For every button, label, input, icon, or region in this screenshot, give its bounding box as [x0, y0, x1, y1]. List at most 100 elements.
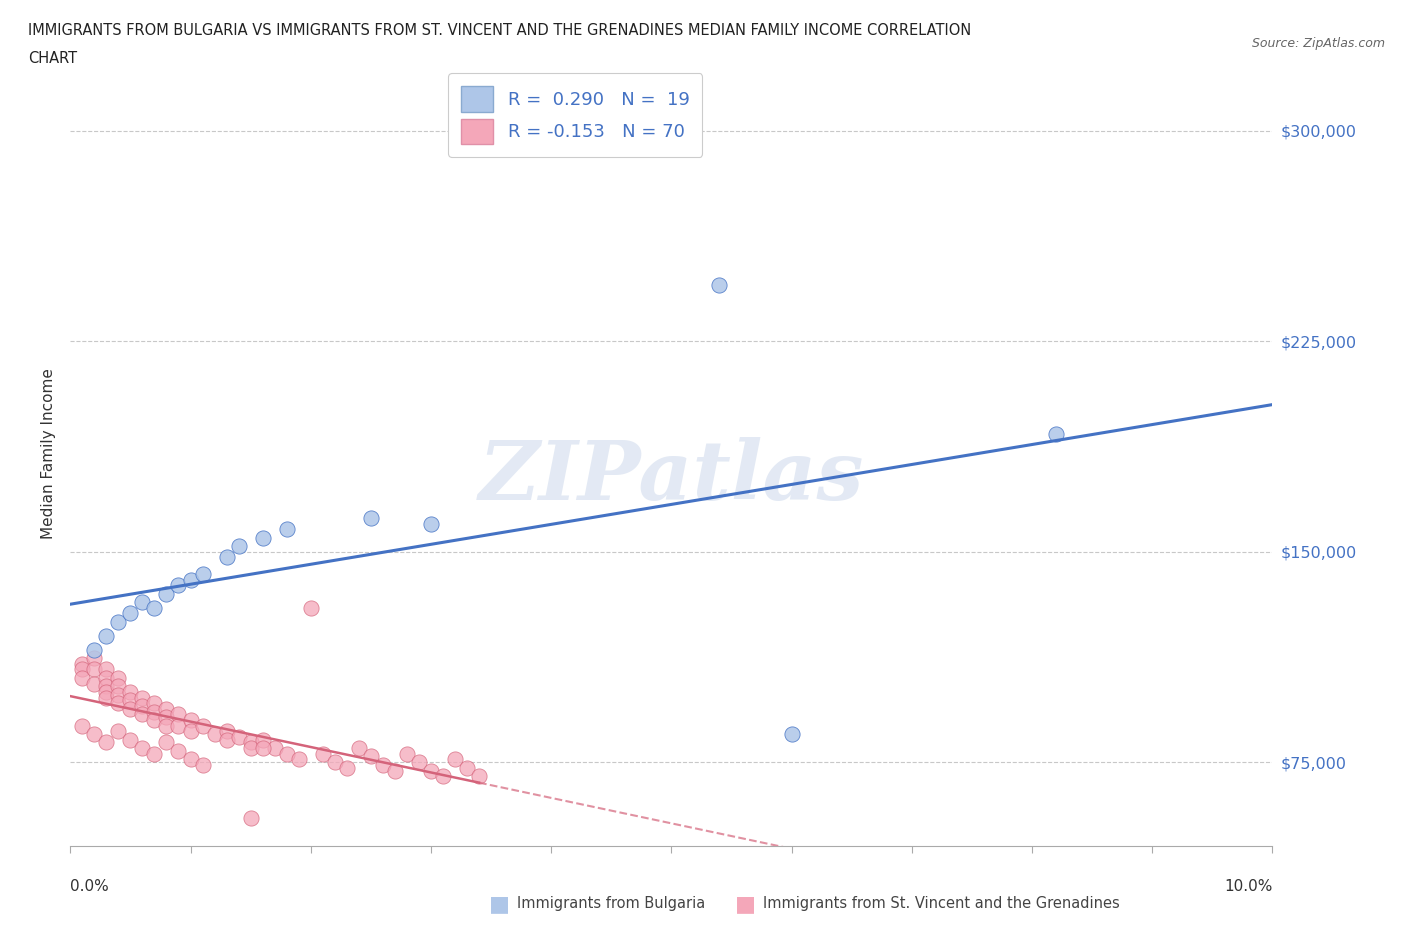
Point — [72, 718, 94, 733]
Point — [468, 769, 491, 784]
Point — [239, 740, 262, 755]
Point — [143, 712, 166, 727]
Point — [360, 511, 382, 525]
Point — [215, 724, 238, 738]
Point — [83, 662, 105, 677]
Point — [239, 735, 262, 750]
Point — [143, 704, 166, 719]
Point — [96, 684, 118, 699]
Point — [228, 538, 250, 553]
Point — [107, 679, 129, 694]
Point — [107, 671, 129, 685]
Point — [131, 594, 153, 609]
Point — [83, 643, 105, 658]
Point — [96, 735, 118, 750]
Point — [96, 679, 118, 694]
Point — [228, 729, 250, 744]
Point — [131, 707, 153, 722]
Text: Source: ZipAtlas.com: Source: ZipAtlas.com — [1251, 37, 1385, 50]
Text: CHART: CHART — [28, 51, 77, 66]
Point — [83, 651, 105, 666]
Point — [239, 811, 262, 826]
Point — [167, 718, 190, 733]
Point — [155, 701, 177, 716]
Point — [215, 550, 238, 565]
Text: ■: ■ — [489, 894, 509, 914]
Point — [83, 726, 105, 741]
Point — [180, 572, 202, 587]
Point — [204, 726, 226, 741]
Point — [180, 751, 202, 766]
Point — [155, 710, 177, 724]
Point — [1045, 426, 1067, 441]
Point — [107, 696, 129, 711]
Text: 10.0%: 10.0% — [1225, 879, 1272, 894]
Point — [191, 757, 214, 772]
Point — [215, 732, 238, 747]
Point — [395, 746, 418, 761]
Point — [384, 764, 406, 778]
Point — [252, 530, 274, 545]
Point — [276, 746, 298, 761]
Point — [131, 740, 153, 755]
Point — [143, 696, 166, 711]
Point — [107, 615, 129, 630]
Point — [96, 629, 118, 644]
Legend: R =  0.290   N =  19, R = -0.153   N = 70: R = 0.290 N = 19, R = -0.153 N = 70 — [449, 73, 702, 157]
Point — [120, 701, 142, 716]
Point — [252, 732, 274, 747]
Point — [276, 522, 298, 537]
Point — [191, 718, 214, 733]
Point — [323, 754, 346, 769]
Point — [120, 732, 142, 747]
Point — [131, 698, 153, 713]
Point — [167, 743, 190, 758]
Point — [155, 735, 177, 750]
Text: 0.0%: 0.0% — [70, 879, 110, 894]
Point — [360, 749, 382, 764]
Text: ■: ■ — [735, 894, 755, 914]
Point — [143, 746, 166, 761]
Point — [444, 751, 467, 766]
Text: Immigrants from St. Vincent and the Grenadines: Immigrants from St. Vincent and the Gren… — [763, 897, 1121, 911]
Point — [120, 693, 142, 708]
Text: Immigrants from Bulgaria: Immigrants from Bulgaria — [517, 897, 706, 911]
Point — [96, 662, 118, 677]
Point — [180, 712, 202, 727]
Point — [107, 687, 129, 702]
Point — [155, 718, 177, 733]
Point — [456, 761, 478, 776]
Point — [155, 586, 177, 601]
Point — [709, 277, 731, 292]
Text: ZIPatlas: ZIPatlas — [478, 437, 865, 517]
Point — [408, 754, 430, 769]
Point — [96, 671, 118, 685]
Point — [167, 707, 190, 722]
Point — [420, 764, 443, 778]
Point — [336, 761, 359, 776]
Point — [120, 606, 142, 621]
Point — [180, 724, 202, 738]
Point — [83, 676, 105, 691]
Point — [167, 578, 190, 592]
Y-axis label: Median Family Income: Median Family Income — [41, 368, 56, 538]
Point — [72, 662, 94, 677]
Point — [347, 740, 370, 755]
Point — [432, 769, 454, 784]
Point — [191, 566, 214, 581]
Point — [72, 657, 94, 671]
Point — [107, 724, 129, 738]
Point — [143, 600, 166, 615]
Point — [252, 740, 274, 755]
Point — [780, 726, 803, 741]
Point — [96, 690, 118, 705]
Point — [287, 751, 309, 766]
Point — [299, 600, 322, 615]
Point — [72, 671, 94, 685]
Point — [371, 757, 394, 772]
Point — [120, 684, 142, 699]
Point — [420, 516, 443, 531]
Point — [131, 690, 153, 705]
Point — [312, 746, 335, 761]
Point — [263, 740, 285, 755]
